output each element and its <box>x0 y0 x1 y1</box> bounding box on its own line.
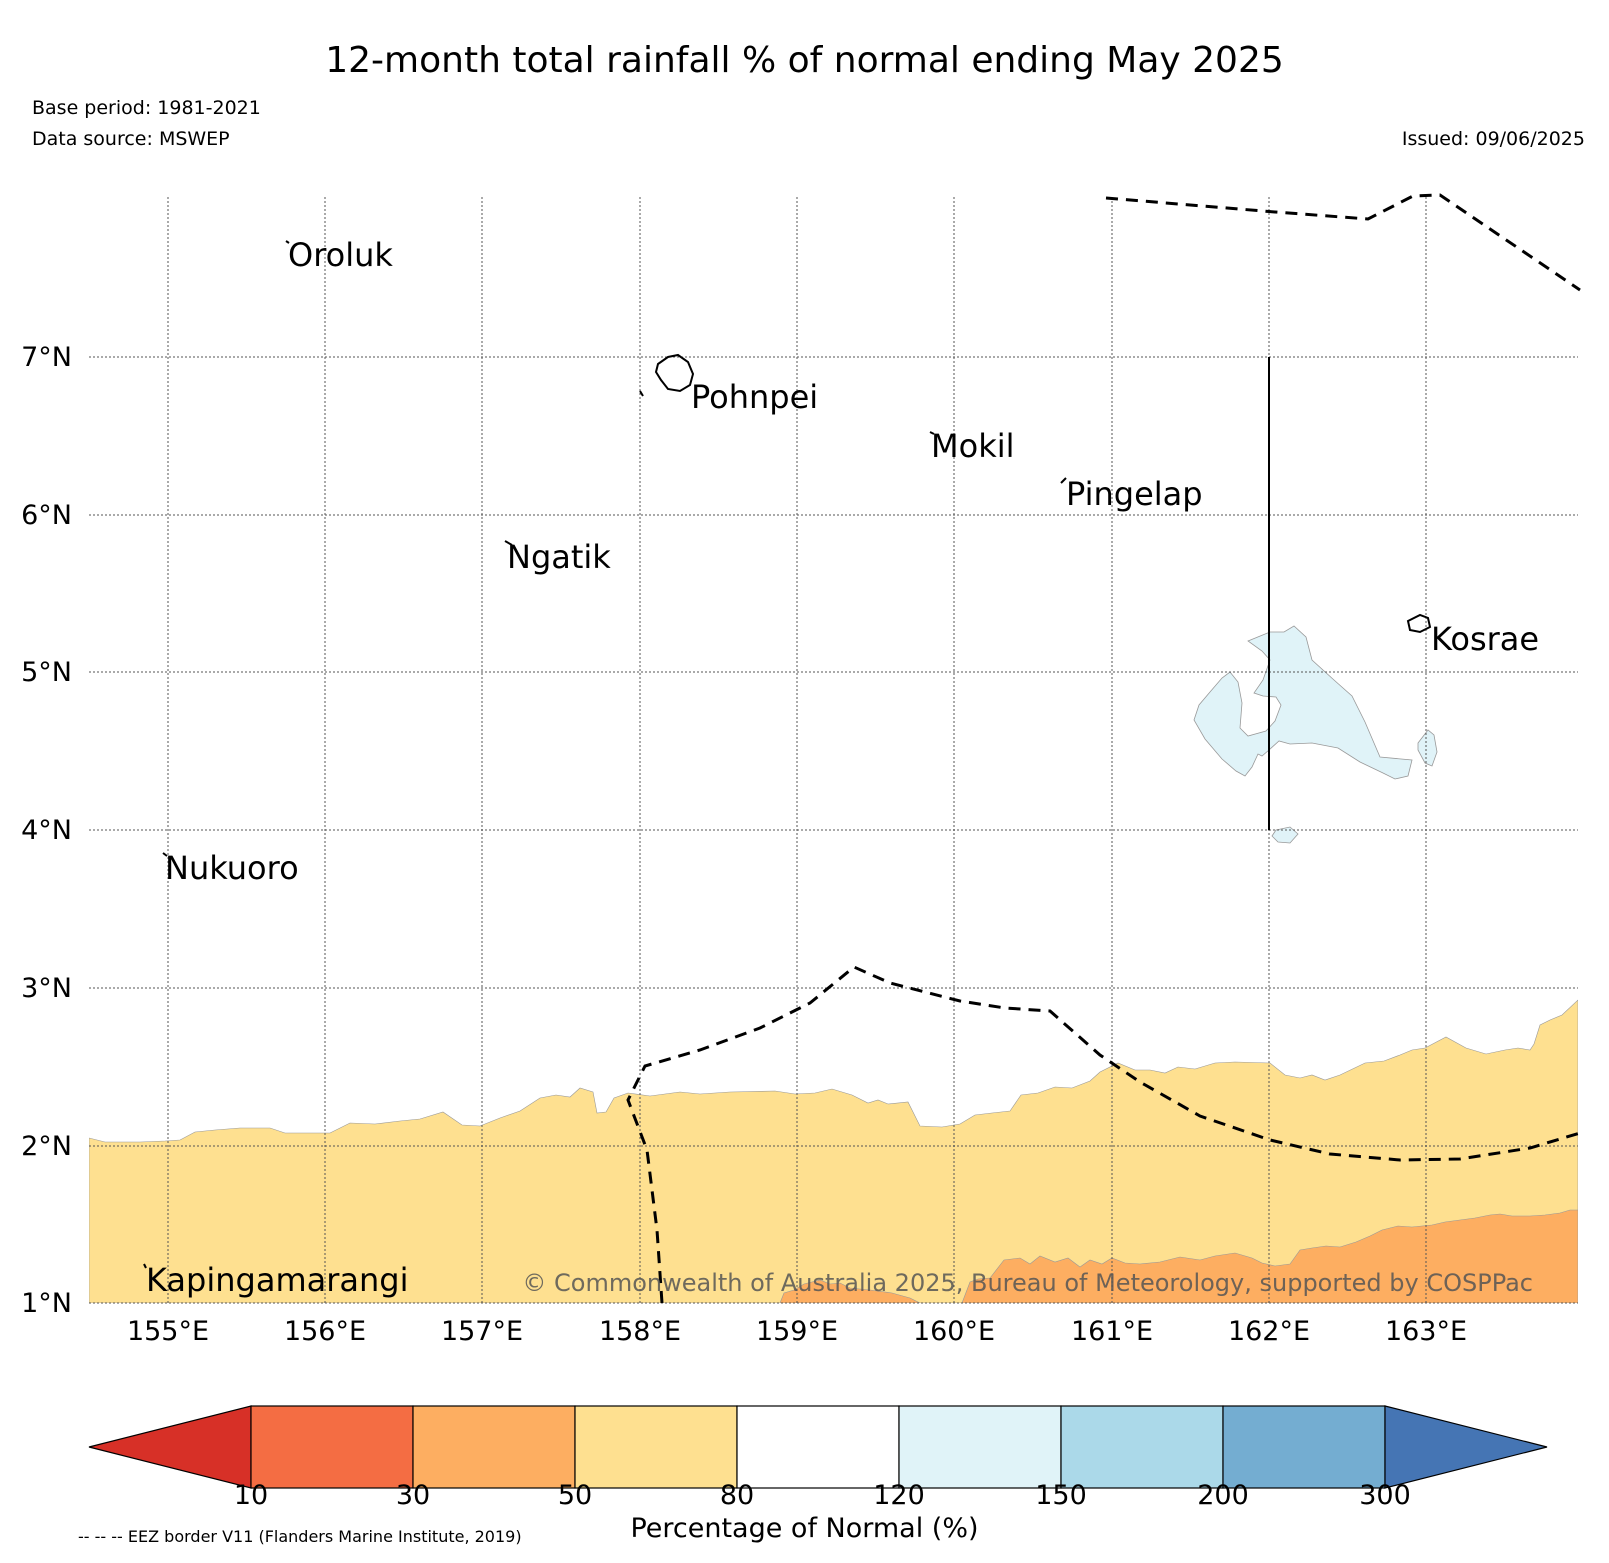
label-oroluk: Oroluk <box>288 236 393 274</box>
colorbar-bin-30-50 <box>412 1405 576 1489</box>
svg-text:2°N: 2°N <box>21 1131 72 1162</box>
rainfall-120-150-region <box>1193 625 1438 844</box>
svg-text:155°E: 155°E <box>127 1316 209 1347</box>
svg-text:6°N: 6°N <box>21 500 72 531</box>
colorbar-bin-10-30 <box>250 1405 414 1489</box>
svg-text:4°N: 4°N <box>21 815 72 846</box>
svg-text:156°E: 156°E <box>284 1316 366 1347</box>
colorbar <box>88 1405 1548 1489</box>
colorbar-bin-120-150 <box>898 1405 1062 1489</box>
colorbar-tick-10: 10 <box>233 1480 269 1511</box>
svg-text:157°E: 157°E <box>441 1316 523 1347</box>
eez-borders <box>626 193 1581 1304</box>
lon-gridlines <box>167 197 1427 1303</box>
colorbar-extend-low <box>88 1405 252 1489</box>
pohnpei-island <box>654 353 695 393</box>
rainfall-50-80-region <box>89 999 1578 1303</box>
colorbar-tick-200: 200 <box>1197 1480 1249 1511</box>
colorbar-bin-150-200 <box>1060 1405 1224 1489</box>
label-pingelap: Pingelap <box>1066 475 1203 513</box>
svg-text:159°E: 159°E <box>756 1316 838 1347</box>
svg-text:5°N: 5°N <box>21 657 72 688</box>
svg-text:161°E: 161°E <box>1071 1316 1153 1347</box>
base-period: Base period: 1981-2021 <box>32 97 261 119</box>
svg-text:7°N: 7°N <box>21 342 72 373</box>
colorbar-tick-80: 80 <box>719 1480 755 1511</box>
island-outlines <box>143 240 1432 1269</box>
svg-text:163°E: 163°E <box>1385 1316 1467 1347</box>
colorbar-bin-200-300 <box>1222 1405 1386 1489</box>
lat-gridlines <box>89 356 1578 1304</box>
colorbar-tick-150: 150 <box>1035 1480 1087 1511</box>
svg-text:1°N: 1°N <box>21 1288 72 1319</box>
svg-text:3°N: 3°N <box>21 973 72 1004</box>
svg-text:160°E: 160°E <box>913 1316 995 1347</box>
eez-legend-note: -- -- -- EEZ border V11 (Flanders Marine… <box>78 1527 522 1546</box>
svg-text:162°E: 162°E <box>1228 1316 1310 1347</box>
rainfall-30-50-region <box>779 1209 1578 1303</box>
svg-text:158°E: 158°E <box>599 1316 681 1347</box>
colorbar-tick-50: 50 <box>557 1480 593 1511</box>
colorbar-tick-300: 300 <box>1359 1480 1411 1511</box>
colorbar-extend-high <box>1384 1405 1548 1489</box>
label-ngatik: Ngatik <box>507 538 611 576</box>
lon-tick-labels: 155°E 156°E 157°E 158°E 159°E 160°E 161°… <box>127 1316 1467 1347</box>
label-kapingamarangi: Kapingamarangi <box>146 1261 408 1299</box>
map-title: 12-month total rainfall % of normal endi… <box>325 40 1284 81</box>
colorbar-tick-30: 30 <box>395 1480 431 1511</box>
colorbar-label: Percentage of Normal (%) <box>630 1513 979 1544</box>
colorbar-tick-120: 120 <box>873 1480 925 1511</box>
label-pohnpei: Pohnpei <box>691 378 818 416</box>
label-nukuoro: Nukuoro <box>165 849 299 887</box>
label-kosrae: Kosrae <box>1431 620 1539 658</box>
copyright-text: © Commonwealth of Australia 2025, Bureau… <box>522 1269 1533 1297</box>
data-source: Data source: MSWEP <box>32 128 230 150</box>
label-mokil: Mokil <box>931 427 1015 465</box>
lat-tick-labels: 1°N 2°N 3°N 4°N 5°N 6°N 7°N <box>21 342 72 1319</box>
colorbar-bin-50-80 <box>574 1405 738 1489</box>
kosrae-island <box>1406 613 1432 634</box>
place-labels: Oroluk Pohnpei Mokil Pingelap Ngatik Kos… <box>146 236 1539 1299</box>
issued-date: Issued: 09/06/2025 <box>1401 128 1585 150</box>
colorbar-bin-80-120 <box>736 1405 900 1489</box>
